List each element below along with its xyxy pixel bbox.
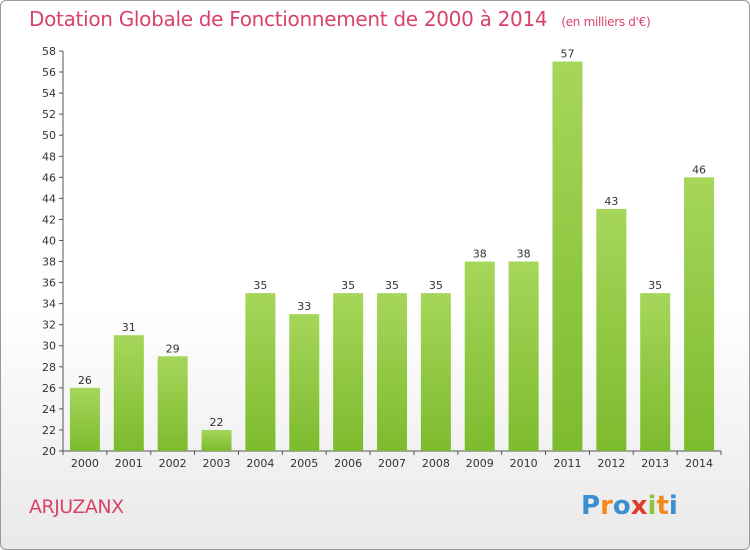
- y-tick-label: 24: [42, 403, 56, 416]
- bar: [113, 335, 144, 451]
- unit-note: (en milliers d'€): [561, 15, 651, 29]
- bar-value-label: 35: [385, 279, 399, 292]
- x-tick-label: 2005: [290, 457, 318, 470]
- bar-value-label: 57: [560, 48, 574, 61]
- y-tick-label: 26: [42, 382, 56, 395]
- y-tick-label: 34: [42, 298, 56, 311]
- y-tick-label: 30: [42, 340, 56, 353]
- bar: [684, 177, 715, 451]
- y-tick-label: 28: [42, 361, 56, 374]
- bar-value-label: 35: [648, 279, 662, 292]
- bar: [289, 314, 320, 451]
- x-tick-label: 2011: [553, 457, 581, 470]
- x-tick-label: 2012: [597, 457, 625, 470]
- x-tick-label: 2014: [685, 457, 713, 470]
- logo-letter: i: [647, 491, 657, 521]
- y-tick-label: 22: [42, 424, 56, 437]
- bar-value-label: 35: [341, 279, 355, 292]
- logo-letter: P: [581, 491, 601, 521]
- x-tick-label: 2010: [510, 457, 538, 470]
- bar: [596, 208, 627, 451]
- bar: [508, 261, 539, 451]
- bar: [420, 293, 451, 451]
- y-tick-label: 54: [42, 87, 56, 100]
- logo-letter: i: [668, 491, 678, 521]
- y-tick-label: 52: [42, 108, 56, 121]
- y-tick-label: 36: [42, 277, 56, 290]
- bar-value-label: 46: [692, 163, 706, 176]
- bar: [377, 293, 407, 451]
- y-tick-label: 56: [42, 66, 56, 79]
- bar: [333, 293, 364, 451]
- y-tick-label: 48: [42, 150, 56, 163]
- x-tick-label: 2002: [159, 457, 187, 470]
- bar: [245, 293, 276, 451]
- bar: [201, 429, 232, 451]
- bar: [640, 293, 671, 451]
- y-tick-label: 42: [42, 213, 56, 226]
- proxiti-logo: Proxiti: [581, 491, 678, 521]
- y-tick-label: 46: [42, 171, 56, 184]
- y-tick-label: 50: [42, 129, 56, 142]
- location-name: ARJUZANX: [29, 496, 124, 518]
- bar: [69, 387, 100, 451]
- x-tick-label: 2006: [334, 457, 362, 470]
- y-tick-label: 20: [42, 445, 56, 458]
- bar: [157, 356, 188, 451]
- bar-value-label: 43: [604, 195, 618, 208]
- y-tick-label: 44: [42, 192, 56, 205]
- x-tick-label: 2009: [466, 457, 494, 470]
- x-tick-label: 2001: [115, 457, 143, 470]
- x-tick-label: 2004: [246, 457, 274, 470]
- y-tick-label: 40: [42, 234, 56, 247]
- bar-value-label: 26: [78, 374, 92, 387]
- x-tick-label: 2003: [203, 457, 231, 470]
- bar-value-label: 38: [517, 248, 531, 261]
- logo-letter: t: [656, 491, 669, 521]
- x-tick-label: 2000: [71, 457, 99, 470]
- logo-letter: r: [600, 491, 613, 521]
- bar: [464, 261, 495, 451]
- chart-title: Dotation Globale de Fonctionnement de 20…: [29, 7, 651, 31]
- bar-value-label: 22: [210, 416, 224, 429]
- y-tick-label: 38: [42, 256, 56, 269]
- bar-value-label: 35: [253, 279, 267, 292]
- bar-value-label: 29: [166, 342, 180, 355]
- x-tick-label: 2013: [641, 457, 669, 470]
- bar-value-label: 33: [297, 300, 311, 313]
- x-tick-label: 2008: [422, 457, 450, 470]
- logo-letter: o: [612, 491, 631, 521]
- title-text: Dotation Globale de Fonctionnement de 20…: [29, 7, 548, 31]
- bar-value-label: 31: [122, 321, 136, 334]
- logo-letter: x: [630, 491, 648, 521]
- bar-value-label: 38: [473, 248, 487, 261]
- y-tick-label: 58: [42, 45, 56, 58]
- y-tick-label: 32: [42, 319, 56, 332]
- bar-value-label: 35: [429, 279, 443, 292]
- bar: [552, 61, 583, 452]
- x-tick-label: 2007: [378, 457, 406, 470]
